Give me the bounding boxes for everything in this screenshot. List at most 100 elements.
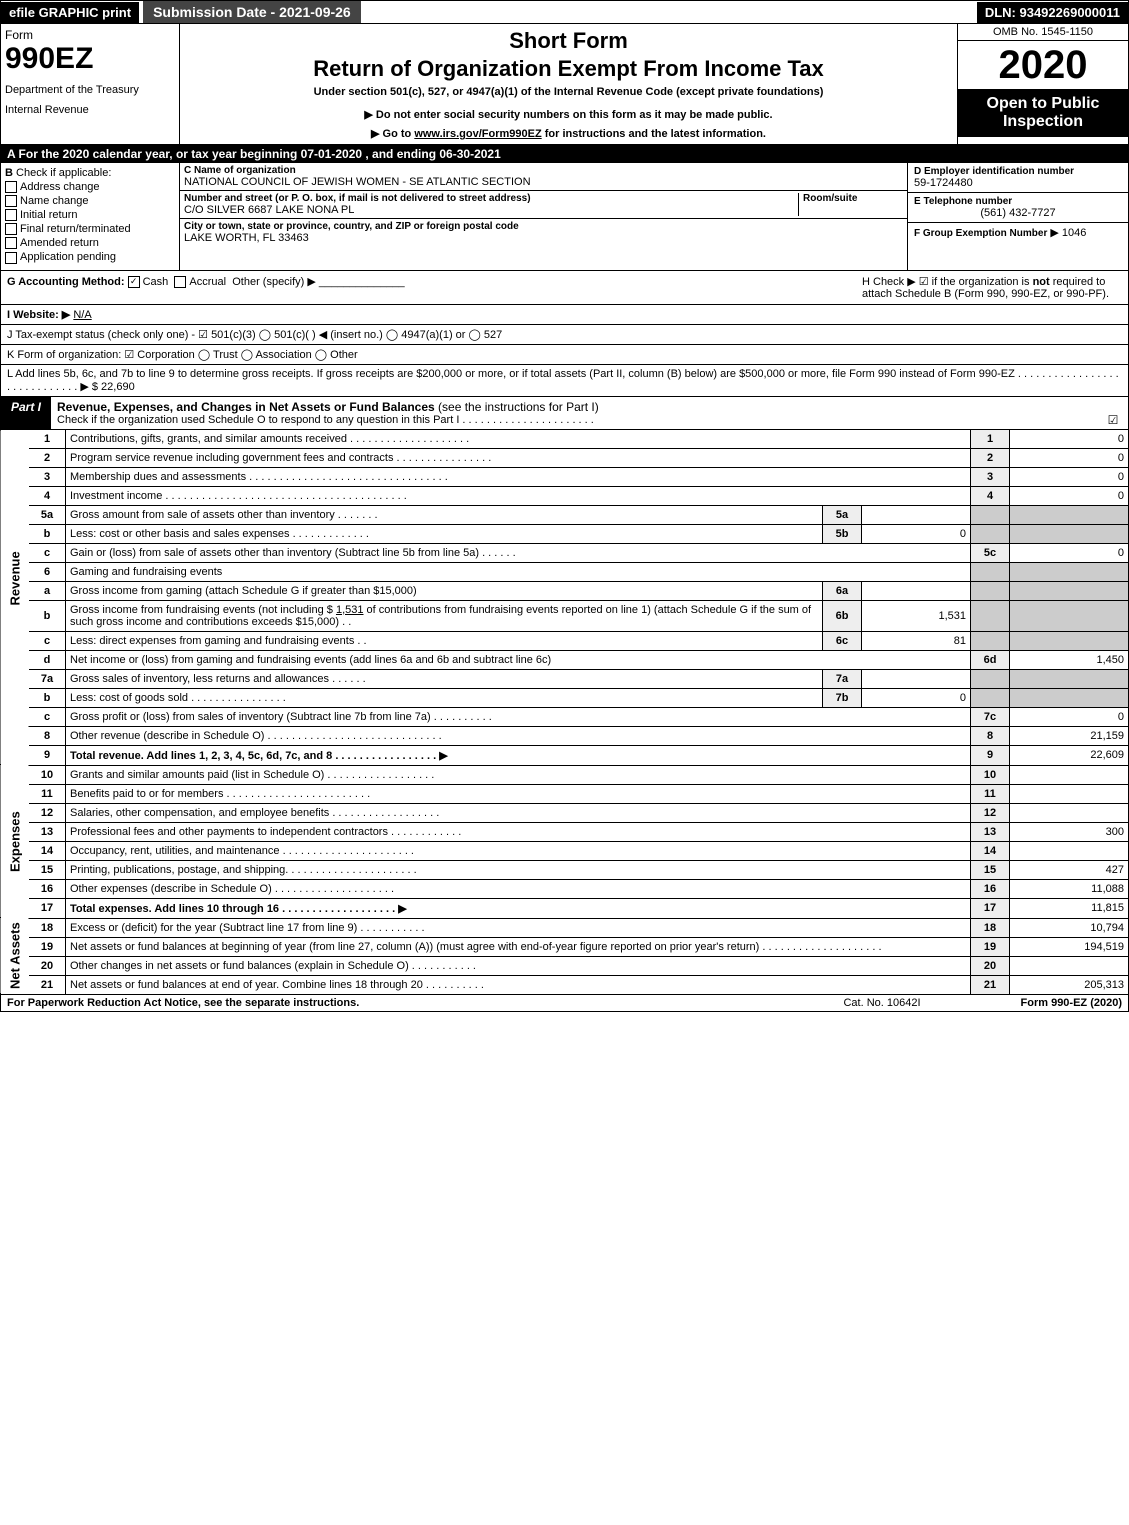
form-id-footer: Form 990-EZ (2020) (962, 997, 1122, 1009)
line-h: H Check ▶ ☑ if the organization is not r… (862, 275, 1122, 300)
city-value: LAKE WORTH, FL 33463 (184, 232, 903, 244)
line-l: L Add lines 5b, 6c, and 7b to line 9 to … (0, 365, 1129, 397)
tax-year: 2020 (958, 41, 1128, 89)
org-name-row: C Name of organization NATIONAL COUNCIL … (180, 163, 907, 191)
line-i-label: I Website: ▶ (7, 309, 70, 321)
info-block: B Check if applicable: Address change Na… (0, 163, 1129, 271)
paperwork-notice: For Paperwork Reduction Act Notice, see … (7, 997, 802, 1009)
chk-name-change[interactable]: Name change (5, 195, 175, 207)
group-exemption-label: F Group Exemption Number (914, 228, 1047, 239)
form-number: 990EZ (5, 42, 175, 76)
section-b: B Check if applicable: Address change Na… (1, 163, 180, 270)
phone-cell: E Telephone number (561) 432-7727 (908, 193, 1128, 223)
line-l-text: L Add lines 5b, 6c, and 7b to line 9 to … (7, 368, 1119, 393)
submission-date-label: Submission Date - 2021-09-26 (143, 1, 361, 23)
street-row: Number and street (or P. O. box, if mail… (180, 191, 907, 219)
chk-address-change[interactable]: Address change (5, 181, 175, 193)
table-row: 3 Membership dues and assessments . . . … (1, 467, 1129, 486)
table-row: 5a Gross amount from sale of assets othe… (1, 505, 1129, 524)
revenue-label: Revenue (1, 430, 30, 727)
main-title: Return of Organization Exempt From Incom… (184, 56, 953, 82)
table-row: b Less: cost of goods sold . . . . . . .… (1, 688, 1129, 707)
ein-cell: D Employer identification number 59-1724… (908, 163, 1128, 193)
city-label: City or town, state or province, country… (184, 221, 903, 232)
chk-application-pending[interactable]: Application pending (5, 251, 175, 263)
dept-treasury: Department of the Treasury (5, 84, 175, 96)
table-row: 19 Net assets or fund balances at beginn… (1, 937, 1129, 956)
chk-amended-return[interactable]: Amended return (5, 237, 175, 249)
short-form-title: Short Form (184, 28, 953, 54)
table-row: 6 Gaming and fundraising events (1, 562, 1129, 581)
chk-final-return[interactable]: Final return/terminated (5, 223, 175, 235)
expenses-label: Expenses (1, 765, 30, 918)
line-k: K Form of organization: ☑ Corporation ◯ … (0, 345, 1129, 365)
section-c: C Name of organization NATIONAL COUNCIL … (180, 163, 907, 270)
line-g-label: G Accounting Method: (7, 276, 125, 288)
line-amount: 0 (1010, 430, 1129, 449)
room-label: Room/suite (803, 193, 903, 204)
table-row: c Gross profit or (loss) from sales of i… (1, 707, 1129, 726)
header-center: Short Form Return of Organization Exempt… (180, 24, 957, 144)
org-name-label: C Name of organization (184, 165, 903, 176)
table-row: c Gain or (loss) from sale of assets oth… (1, 543, 1129, 562)
website-value: N/A (73, 309, 91, 321)
part-1-checkbox[interactable]: ☑ (1098, 413, 1128, 429)
goto-prefix: Go to (383, 128, 415, 140)
table-row: 2 Program service revenue including gove… (1, 448, 1129, 467)
table-row: d Net income or (loss) from gaming and f… (1, 650, 1129, 669)
group-exemption-value: ▶ 1046 (1050, 227, 1086, 239)
table-row: Net Assets 18 Excess or (deficit) for th… (1, 918, 1129, 937)
chk-accrual[interactable] (174, 276, 186, 288)
part-1-check-text: Check if the organization used Schedule … (57, 414, 1092, 426)
part-1-label: Part I (1, 397, 51, 429)
dept-irs: Internal Revenue (5, 104, 175, 116)
dln-label: DLN: 93492269000011 (977, 2, 1128, 23)
line-ref: 1 (971, 430, 1010, 449)
table-row: 9 Total revenue. Add lines 1, 2, 3, 4, 5… (1, 745, 1129, 765)
section-b-label: B Check if applicable: (5, 167, 175, 179)
header-right: OMB No. 1545-1150 2020 Open to Public In… (957, 24, 1128, 144)
group-exemption-cell: F Group Exemption Number ▶ 1046 (908, 223, 1128, 242)
table-row: 17 Total expenses. Add lines 10 through … (1, 898, 1129, 918)
table-row: b Gross income from fundraising events (… (1, 600, 1129, 631)
omb-number: OMB No. 1545-1150 (958, 24, 1128, 41)
line-desc: Contributions, gifts, grants, and simila… (66, 430, 971, 449)
header-left: Form 990EZ Department of the Treasury In… (1, 24, 180, 144)
chk-initial-return[interactable]: Initial return (5, 209, 175, 221)
table-row: 16 Other expenses (describe in Schedule … (1, 879, 1129, 898)
table-row: a Gross income from gaming (attach Sched… (1, 581, 1129, 600)
table-row: 14 Occupancy, rent, utilities, and maint… (1, 841, 1129, 860)
street-label: Number and street (or P. O. box, if mail… (184, 193, 798, 204)
org-name-value: NATIONAL COUNCIL OF JEWISH WOMEN - SE AT… (184, 176, 903, 188)
table-row: b Less: cost or other basis and sales ex… (1, 524, 1129, 543)
line-g: G Accounting Method: ✓Cash Accrual Other… (7, 275, 862, 300)
form-word: Form (5, 28, 175, 42)
phone-label: E Telephone number (914, 196, 1122, 207)
table-row: 20 Other changes in net assets or fund b… (1, 956, 1129, 975)
line-g-h: G Accounting Method: ✓Cash Accrual Other… (0, 271, 1129, 305)
table-row: 15 Printing, publications, postage, and … (1, 860, 1129, 879)
open-to-public: Open to Public Inspection (958, 89, 1128, 137)
table-row: 21 Net assets or fund balances at end of… (1, 975, 1129, 994)
goto-link[interactable]: www.irs.gov/Form990EZ (414, 128, 541, 140)
ein-value: 59-1724480 (914, 177, 1122, 189)
phone-value: (561) 432-7727 (914, 207, 1122, 219)
city-row: City or town, state or province, country… (180, 219, 907, 246)
form-header: Form 990EZ Department of the Treasury In… (0, 24, 1129, 145)
part-1-title: Revenue, Expenses, and Changes in Net As… (51, 397, 1098, 429)
table-row: Revenue 1 Contributions, gifts, grants, … (1, 430, 1129, 449)
table-row: 13 Professional fees and other payments … (1, 822, 1129, 841)
ein-label: D Employer identification number (914, 166, 1122, 177)
table-row: 11 Benefits paid to or for members . . .… (1, 784, 1129, 803)
part-1-header: Part I Revenue, Expenses, and Changes in… (0, 397, 1129, 430)
line-j: J Tax-exempt status (check only one) - ☑… (0, 325, 1129, 345)
line-num: 1 (29, 430, 66, 449)
under-section-text: Under section 501(c), 527, or 4947(a)(1)… (184, 86, 953, 98)
net-assets-label: Net Assets (1, 918, 30, 994)
line-i: I Website: ▶ N/A (0, 305, 1129, 325)
section-d-e-f: D Employer identification number 59-1724… (907, 163, 1128, 270)
page-footer: For Paperwork Reduction Act Notice, see … (0, 995, 1129, 1012)
chk-cash[interactable]: ✓ (128, 276, 140, 288)
efile-print-label[interactable]: efile GRAPHIC print (1, 2, 139, 23)
line-l-amount: 22,690 (101, 381, 135, 393)
